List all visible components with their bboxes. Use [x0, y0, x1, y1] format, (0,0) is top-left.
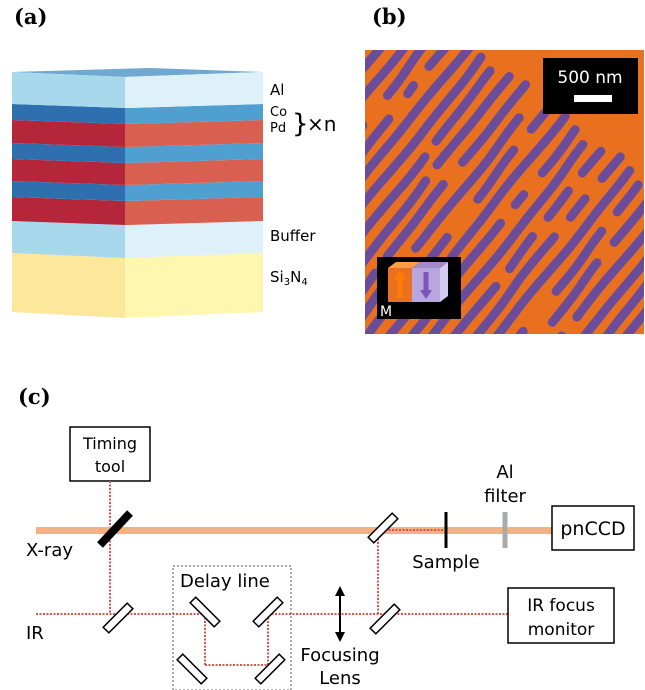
- co-label: Co: [270, 105, 287, 120]
- domain-stripe: [629, 349, 645, 633]
- svg-text:tool: tool: [95, 457, 125, 476]
- al-label: Al: [270, 81, 284, 99]
- buffer-label: Buffer: [270, 227, 316, 245]
- panel-label-b: (b): [372, 4, 407, 29]
- co-layer-1: [12, 104, 263, 124]
- sample-label: Sample: [412, 552, 480, 573]
- pnccd-detector: pnCCD: [551, 505, 635, 551]
- focusing-lens: [335, 586, 345, 642]
- mirror-ir-up: [369, 603, 401, 635]
- domain-stripe: [365, 50, 408, 102]
- domain-stripe: [450, 146, 606, 334]
- layer-brace: }: [292, 109, 309, 139]
- layer-stack: [12, 68, 263, 318]
- svg-text:pnCCD: pnCCD: [560, 518, 625, 540]
- pd-label: Pd: [270, 121, 286, 136]
- timing-tool-mirror: [97, 510, 133, 548]
- mirror-xray: [367, 512, 399, 544]
- al-filter-label-2: filter: [484, 486, 526, 507]
- focusing-lens-label-1: Focusing: [300, 645, 379, 666]
- domain-stripe: [365, 66, 495, 238]
- domain-stripe: [622, 344, 645, 617]
- pd-layer-2: [12, 159, 263, 185]
- domain-stripe: [587, 317, 645, 603]
- pd-layer-3: [12, 197, 263, 225]
- scale-bar: [574, 95, 612, 102]
- domain-stripe: [365, 104, 553, 334]
- al-cap-layer: [12, 68, 263, 108]
- domain-stripe: [407, 125, 580, 334]
- panel-label-a: (a): [14, 4, 47, 29]
- domain-stripe: [427, 140, 588, 334]
- substrate-label: Si3N4: [270, 268, 308, 288]
- xray-beam: [36, 527, 552, 534]
- focusing-lens-label-2: Lens: [319, 668, 361, 689]
- mirror-delay-4: [252, 596, 284, 628]
- domain-stripe: [365, 50, 450, 157]
- domain-stripe: [608, 333, 645, 608]
- co-layer-3: [12, 181, 263, 201]
- mirror-ir-split: [102, 602, 134, 634]
- pd-layer-1: [12, 120, 263, 147]
- ir-focus-monitor: IR focus monitor: [507, 587, 615, 644]
- mirror-delay-3: [254, 653, 286, 685]
- domain-micrograph: [365, 50, 645, 633]
- ir-label: IR: [26, 623, 44, 644]
- svg-text:Timing: Timing: [82, 434, 137, 453]
- mirror-delay-1: [189, 596, 221, 628]
- scale-bar-box: 500 nm: [543, 58, 638, 114]
- substrate-layer: [12, 249, 263, 318]
- domain-stripe: [365, 50, 474, 182]
- repeat-count-label: ×n: [307, 112, 336, 136]
- magnetization-inset: M: [377, 257, 461, 320]
- domain-stripe: [365, 52, 486, 209]
- mirror-delay-2: [176, 653, 208, 685]
- svg-text:IR focus: IR focus: [527, 596, 595, 616]
- domain-stripe: [492, 166, 635, 334]
- xray-label: X-ray: [26, 540, 73, 561]
- domain-stripe: [365, 72, 514, 267]
- delay-line-box: [172, 565, 292, 690]
- delay-line-label: Delay line: [180, 571, 270, 592]
- svg-text:monitor: monitor: [528, 620, 595, 640]
- al-filter-label-1: Al: [496, 462, 513, 483]
- mirrors: [102, 512, 401, 685]
- inset-label: M: [380, 304, 392, 320]
- panel-label-c: (c): [18, 384, 51, 409]
- timing-tool-box: Timing tool: [69, 426, 151, 482]
- co-layer-2: [12, 143, 263, 163]
- domain-stripe: [472, 152, 625, 334]
- scale-bar-label: 500 nm: [557, 68, 622, 88]
- domain-stripe: [602, 280, 644, 334]
- ir-beam-path: [36, 481, 508, 666]
